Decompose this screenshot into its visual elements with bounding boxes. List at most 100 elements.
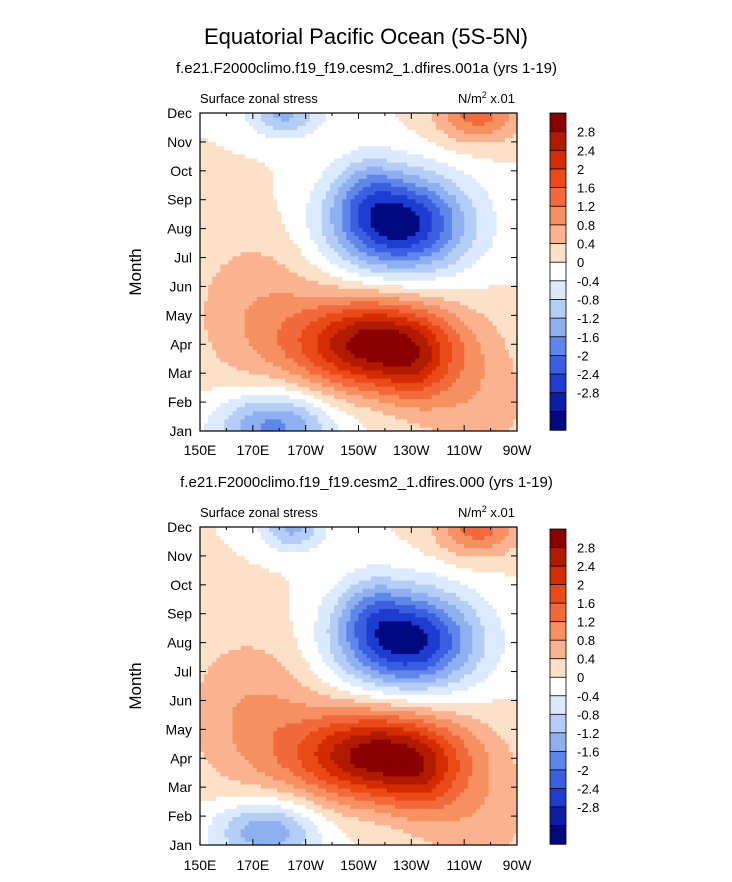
contour-cell	[252, 402, 258, 408]
contour-cell	[407, 194, 412, 200]
contour-cell	[447, 284, 453, 289]
contour-cell	[508, 227, 514, 232]
contour-cell	[512, 316, 518, 322]
contour-cell	[480, 357, 486, 363]
contour-cell	[362, 369, 368, 375]
contour-cell	[325, 288, 331, 293]
contour-cell	[468, 406, 473, 412]
contour-cell	[460, 178, 465, 183]
contour-cell	[423, 422, 429, 428]
contour-cell	[451, 353, 457, 359]
contour-cell	[362, 333, 368, 338]
contour-cell	[208, 194, 213, 200]
contour-cell	[313, 227, 319, 232]
contour-cell	[285, 219, 291, 224]
contour-cell	[456, 308, 461, 314]
contour-cell	[334, 267, 339, 273]
contour-cell	[512, 288, 518, 293]
contour-cell	[244, 390, 250, 395]
contour-cell	[285, 239, 291, 245]
contour-cell	[476, 219, 482, 224]
contour-cell	[342, 325, 347, 330]
contour-cell	[382, 223, 388, 228]
contour-cell	[443, 361, 449, 367]
contour-cell	[273, 239, 278, 245]
contour-cell	[321, 247, 327, 253]
contour-cell	[200, 247, 205, 253]
contour-cell	[208, 394, 213, 399]
contour-cell	[240, 357, 246, 363]
contour-cell	[330, 329, 335, 334]
contour-cell	[256, 280, 262, 285]
contour-cell	[407, 247, 412, 253]
contour-cell	[325, 239, 331, 245]
contour-cell	[395, 369, 400, 375]
contour-cell	[447, 259, 453, 265]
contour-cell	[281, 329, 286, 334]
contour-cell	[419, 353, 425, 359]
contour-cell	[321, 373, 327, 379]
contour-cell	[265, 398, 270, 404]
contour-cell	[468, 378, 473, 383]
contour-cell	[480, 341, 486, 346]
contour-cell	[358, 365, 364, 371]
contour-cell	[325, 365, 331, 371]
contour-cell	[403, 329, 408, 334]
contour-cell	[362, 325, 368, 330]
contour-cell	[488, 231, 494, 236]
contour-cell	[500, 320, 506, 326]
contour-cell	[500, 267, 506, 273]
contour-cell	[252, 398, 258, 404]
contour-cell	[293, 267, 299, 273]
contour-cell	[464, 280, 469, 285]
contour-cell	[252, 337, 258, 342]
contour-cell	[468, 316, 473, 322]
contour-cell	[362, 329, 368, 334]
contour-cell	[460, 386, 465, 391]
contour-cell	[273, 243, 278, 249]
contour-cell	[317, 414, 323, 420]
contour-cell	[240, 394, 246, 399]
contour-cell	[204, 280, 209, 285]
contour-cell	[256, 202, 262, 208]
contour-cell	[330, 263, 335, 269]
contour-cell	[492, 227, 498, 232]
contour-cell	[382, 325, 388, 330]
contour-cell	[325, 259, 331, 265]
contour-cell	[301, 235, 307, 240]
contour-cell	[338, 304, 343, 310]
contour-cell	[285, 267, 291, 273]
contour-cell	[350, 186, 356, 192]
contour-cell	[358, 280, 364, 285]
contour-cell	[358, 316, 364, 322]
contour-cell	[305, 418, 311, 424]
contour-cell	[321, 345, 327, 351]
contour-cell	[386, 382, 392, 387]
contour-cell	[228, 198, 234, 204]
contour-cell	[484, 369, 490, 375]
contour-cell	[411, 406, 416, 412]
contour-cell	[362, 190, 368, 196]
contour-cell	[439, 333, 445, 338]
contour-cell	[427, 402, 433, 408]
contour-cell	[236, 394, 242, 399]
contour-cell	[504, 239, 510, 245]
contour-cell	[212, 210, 217, 216]
contour-cell	[439, 284, 445, 289]
contour-cell	[431, 280, 437, 285]
contour-cell	[411, 345, 416, 351]
contour-cell	[260, 422, 266, 428]
contour-cell	[386, 373, 392, 379]
contour-cell	[354, 239, 360, 245]
contour-cell	[321, 304, 327, 310]
contour-cell	[200, 219, 205, 224]
contour-cell	[443, 378, 449, 383]
contour-cell	[232, 280, 238, 285]
contour-cell	[362, 378, 368, 383]
contour-cell	[399, 231, 404, 236]
contour-cell	[451, 308, 457, 314]
contour-cell	[220, 198, 225, 204]
contour-cell	[488, 243, 494, 249]
contour-cell	[293, 186, 299, 192]
contour-cell	[269, 308, 274, 314]
